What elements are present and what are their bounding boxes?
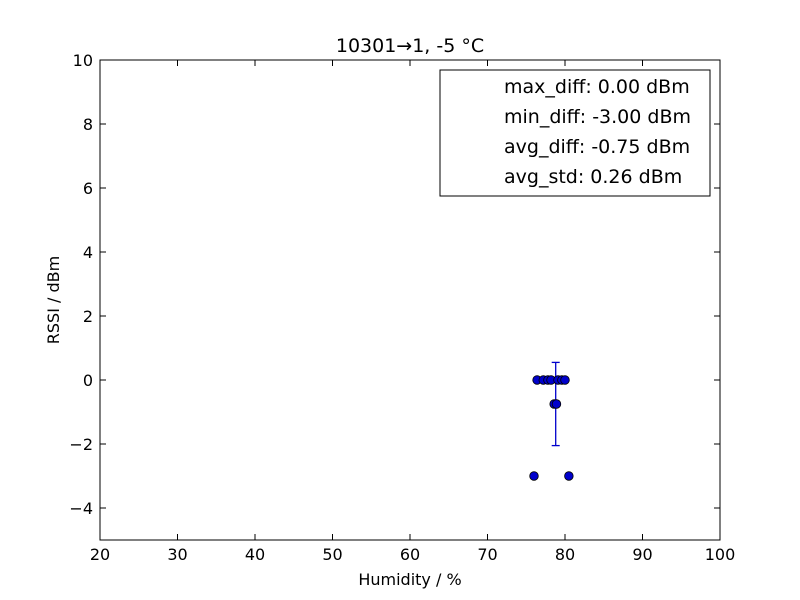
- x-tick-label: 30: [167, 545, 187, 564]
- y-tick-label: 10: [73, 51, 93, 70]
- x-tick-label: 20: [90, 545, 110, 564]
- x-tick-label: 90: [632, 545, 652, 564]
- x-tick-label: 100: [705, 545, 736, 564]
- y-tick-label: 4: [83, 243, 93, 262]
- data-point: [560, 375, 570, 385]
- data-point: [564, 471, 574, 481]
- axis-ticks: 20 30 40 50 60 70 80 90 100 −4 −2 0 2 4 6 8 10: [69, 51, 735, 564]
- y-tick-label: 8: [83, 115, 93, 134]
- y-tick-label: −4: [69, 499, 93, 518]
- legend-box: [439, 69, 711, 197]
- x-axis-label: Humidity / %: [358, 570, 461, 589]
- legend-entry-min-diff: min_diff: -3.00 dBm: [504, 106, 691, 128]
- data-point: [551, 399, 562, 409]
- legend-entry-max-diff: max_diff: 0.00 dBm: [504, 76, 690, 98]
- chart-title: 10301→1, -5 °C: [336, 35, 484, 57]
- x-tick-label: 40: [245, 545, 265, 564]
- data-marks: [529, 361, 574, 481]
- y-tick-label: 6: [83, 179, 93, 198]
- x-tick-label: 70: [477, 545, 497, 564]
- plot-frame: [99, 59, 721, 541]
- y-axis-label: RSSI / dBm: [44, 256, 63, 344]
- x-tick-label: 50: [322, 545, 342, 564]
- data-point: [529, 471, 539, 481]
- x-tick-label: 80: [555, 545, 575, 564]
- legend-entry-avg-diff: avg_diff: -0.75 dBm: [504, 136, 690, 158]
- y-tick-label: −2: [69, 435, 93, 454]
- y-tick-label: 2: [83, 307, 93, 326]
- y-tick-label: 0: [83, 371, 93, 390]
- x-tick-label: 60: [400, 545, 420, 564]
- legend: max_diff: 0.00 dBm min_diff: -3.00 dBm a…: [439, 69, 711, 197]
- legend-entry-avg-std: avg_std: 0.26 dBm: [504, 166, 682, 188]
